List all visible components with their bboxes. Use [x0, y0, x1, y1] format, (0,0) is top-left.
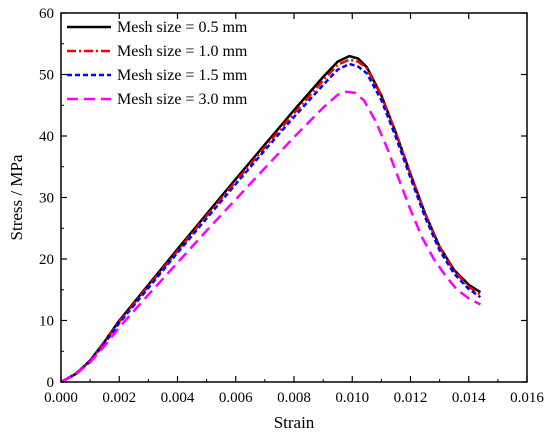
x-tick-label-6: 0.012: [394, 390, 428, 406]
x-axis-label: Strain: [274, 413, 315, 432]
x-tick-label-8: 0.016: [510, 390, 544, 406]
legend-label-2: Mesh size = 1.0 mm: [117, 43, 248, 60]
legend-label-4: Mesh size = 3.0 mm: [117, 91, 248, 108]
y-tick-label-2: 20: [39, 252, 54, 268]
series-line-3: [60, 62, 482, 384]
x-tick-label-5: 0.010: [335, 390, 369, 406]
x-tick-label-1: 0.002: [102, 390, 136, 406]
x-tick-label-3: 0.006: [219, 390, 253, 406]
x-tick-label-2: 0.004: [161, 390, 195, 406]
y-tick-label-1: 10: [39, 314, 54, 330]
series-line-2: [60, 58, 482, 384]
y-axis-label: Stress / MPa: [7, 154, 26, 240]
series-layer: [60, 54, 482, 384]
y-tick-label-5: 50: [39, 68, 54, 84]
legend-label-3: Mesh size = 1.5 mm: [117, 67, 248, 84]
x-tick-label-4: 0.008: [277, 390, 311, 406]
axis-ticks: 0.000 0.002 0.004 0.006 0.008 0.010 0.012 0.014…: [39, 6, 544, 406]
y-tick-label-0: 0: [47, 375, 55, 391]
series-line-4: [60, 90, 481, 384]
legend-label-1: Mesh size = 0.5 mm: [117, 19, 248, 36]
y-tick-label-3: 30: [39, 191, 54, 207]
legend: Mesh size = 0.5 mm Mesh size = 1.0 mm Mesh…: [67, 19, 248, 108]
x-tick-label-0: 0.000: [44, 390, 78, 406]
y-tick-label-4: 40: [39, 129, 54, 145]
y-tick-label-6: 60: [39, 6, 54, 22]
x-tick-label-7: 0.014: [452, 390, 486, 406]
